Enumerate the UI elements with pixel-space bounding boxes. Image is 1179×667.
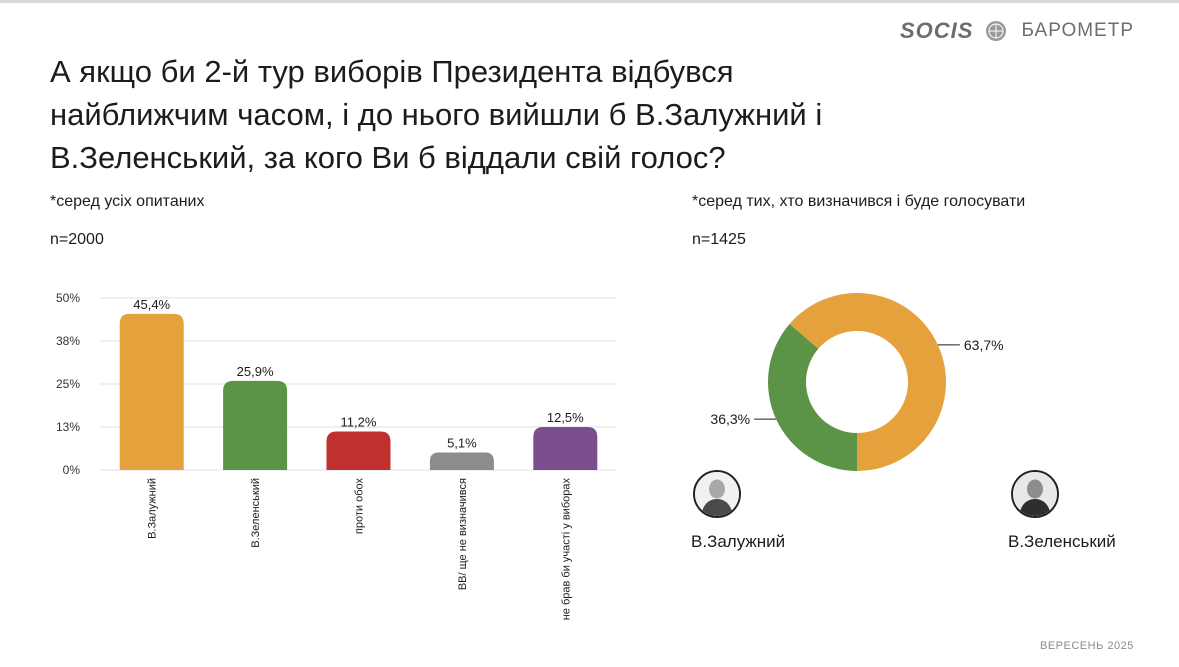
brand-header: SOCIS БАРОМЕТР (900, 16, 1134, 46)
left-sample-size: n=2000 (50, 231, 104, 248)
y-tick-label: 0% (63, 463, 81, 477)
top-divider (0, 0, 1179, 3)
donut-value-label: 63,7% (964, 337, 1004, 353)
portrait-zelenskyi-icon (1011, 470, 1059, 518)
bar (429, 452, 494, 470)
socis-logo: SOCIS (900, 18, 974, 43)
left-sample-note: *серед усіх опитаних (50, 193, 205, 210)
donut-value-label: 36,3% (710, 411, 750, 427)
x-category-label: проти обох (354, 478, 366, 535)
page-title: А якщо би 2-й тур виборів Президента від… (50, 54, 823, 175)
right-sample-size: n=1425 (692, 231, 746, 248)
right-sample-note: *серед тих, хто визначився і буде голосу… (692, 193, 1026, 210)
x-category-label: ВВ/ ще не визначився (457, 478, 469, 590)
bar (119, 313, 184, 470)
globe-seal-icon (986, 21, 1007, 41)
bar-value-label: 25,9% (237, 364, 274, 379)
bar-value-label: 11,2% (341, 414, 377, 429)
bar (326, 431, 391, 470)
barometer-label: БАРОМЕТР (1021, 20, 1135, 41)
x-category-label: В.Залужний (147, 478, 159, 539)
candidate-label-zelenskyi: В.Зеленський (1008, 532, 1116, 551)
portrait-zaluzhnyi-icon (693, 470, 741, 518)
y-tick-label: 38% (56, 334, 80, 348)
bar-value-label: 5,1% (447, 435, 477, 450)
x-category-label: В.Зеленський (250, 478, 262, 548)
candidate-label-zaluzhnyi: В.Залужний (691, 532, 786, 551)
donut-slice (789, 293, 947, 471)
footer-date: ВЕРЕСЕНЬ 2025 (1040, 640, 1134, 652)
y-tick-label: 25% (56, 377, 80, 391)
donut-slice (767, 323, 857, 471)
y-tick-label: 50% (56, 291, 80, 305)
bar (223, 380, 288, 470)
x-category-label: не брав би участі у виборах (560, 478, 572, 621)
bar-value-label: 45,4% (133, 297, 170, 312)
bar (533, 427, 598, 470)
y-tick-label: 13% (56, 420, 80, 434)
bar-value-label: 12,5% (547, 410, 584, 425)
